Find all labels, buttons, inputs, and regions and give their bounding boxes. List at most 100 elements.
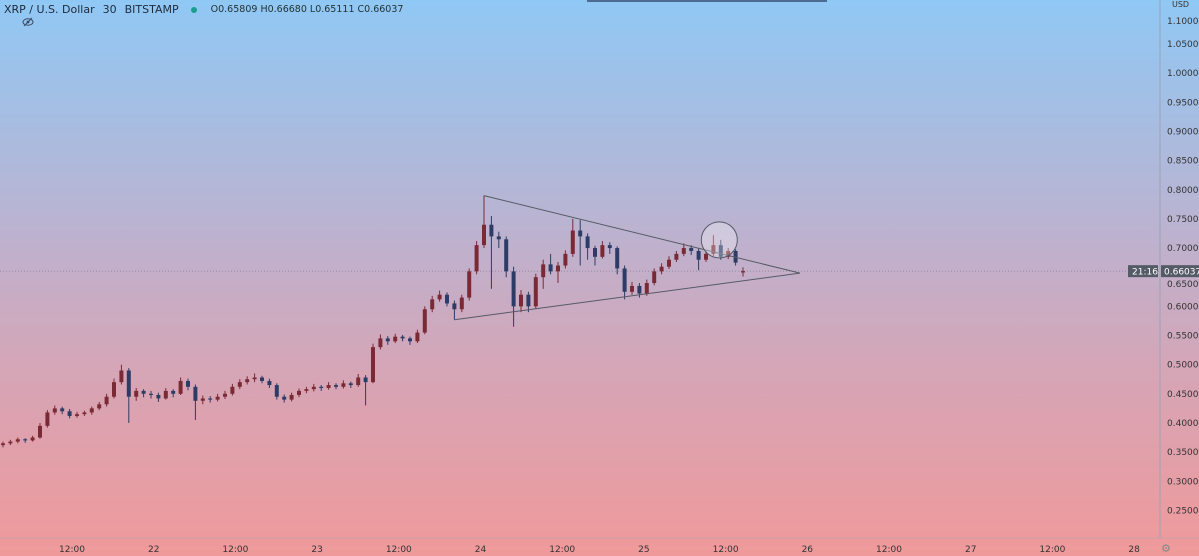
candle-body xyxy=(489,224,494,237)
candle-body xyxy=(718,245,723,257)
candle xyxy=(659,263,664,275)
candle-body xyxy=(459,297,464,310)
candle-body xyxy=(311,386,316,390)
candle-body xyxy=(348,383,353,386)
candle xyxy=(134,387,139,401)
candle xyxy=(252,373,257,383)
candle xyxy=(556,262,560,284)
candle-body xyxy=(681,248,686,254)
candle xyxy=(178,377,183,395)
candle-body xyxy=(393,336,398,342)
market-status-icon xyxy=(190,6,197,13)
time-tick-label: 12:00 xyxy=(713,545,739,555)
candle xyxy=(200,395,205,405)
candle-body xyxy=(696,250,701,260)
candle xyxy=(726,248,731,260)
candle-body xyxy=(245,379,250,383)
settings-gear-icon[interactable]: ⚙ xyxy=(1161,542,1171,555)
candle-body xyxy=(570,230,575,254)
candle xyxy=(415,329,420,344)
candle-body xyxy=(371,347,375,383)
candle xyxy=(548,253,553,275)
countdown-label: 21:16 xyxy=(1132,268,1158,278)
candle xyxy=(400,334,405,342)
time-tick-label: 12:00 xyxy=(549,545,575,555)
candle-body xyxy=(186,380,190,387)
candle-body xyxy=(82,412,87,415)
candle-body xyxy=(304,389,309,391)
candle-body xyxy=(38,425,42,438)
candle xyxy=(304,386,309,394)
candle-body xyxy=(178,380,183,394)
time-tick-label: 12:00 xyxy=(1039,545,1065,555)
time-tick-label: 22 xyxy=(148,545,159,555)
candle-body xyxy=(230,386,235,394)
candle-body xyxy=(741,271,745,273)
candle xyxy=(378,334,383,350)
candle xyxy=(474,241,479,275)
price-tick-label: 1.05000 xyxy=(1167,40,1199,50)
candle xyxy=(119,364,124,385)
candle-body xyxy=(282,396,287,400)
candle xyxy=(430,295,435,313)
candle xyxy=(467,268,472,301)
countdown-badge xyxy=(1128,265,1158,278)
candle-body xyxy=(267,380,272,386)
candle xyxy=(237,379,242,390)
candle xyxy=(667,256,671,270)
candle xyxy=(459,294,464,313)
candle-body xyxy=(733,250,738,263)
candle-body xyxy=(15,439,20,442)
candle-body xyxy=(30,437,35,441)
candle xyxy=(186,378,190,391)
candle-body xyxy=(674,253,679,260)
candle-body xyxy=(326,385,331,388)
candle-body xyxy=(223,393,227,397)
candle-body xyxy=(363,377,368,383)
candle-body xyxy=(208,398,213,400)
candle-body xyxy=(644,283,649,294)
candle xyxy=(208,396,213,403)
eye-off-icon[interactable] xyxy=(22,17,34,30)
candle-body xyxy=(156,394,161,399)
candle xyxy=(348,381,353,388)
candle xyxy=(496,231,501,249)
candle xyxy=(89,406,94,415)
candle xyxy=(149,390,153,399)
triangle-upper-line xyxy=(483,195,801,274)
candle-body xyxy=(496,236,501,240)
symbol-name[interactable]: XRP / U.S. Dollar xyxy=(4,3,95,16)
candle xyxy=(541,259,546,289)
top-toolbar-edge xyxy=(587,0,827,2)
candle-body xyxy=(60,408,65,412)
candle xyxy=(230,383,235,396)
candle xyxy=(326,382,331,390)
candle-body xyxy=(141,390,146,394)
candle-body xyxy=(526,294,531,307)
interval[interactable]: 30 xyxy=(102,3,117,16)
candle xyxy=(156,392,161,402)
candle-body xyxy=(711,245,716,254)
candle-body xyxy=(593,248,597,257)
triangle-lower-line xyxy=(454,272,801,321)
candle-body xyxy=(504,239,509,272)
candle-body xyxy=(607,245,612,249)
candles xyxy=(1,195,745,448)
symbol-header: XRP / U.S. Dollar 30 BITSTAMP O0.65809 H… xyxy=(4,3,403,16)
candle xyxy=(741,267,745,277)
candle xyxy=(385,336,390,345)
candle-body xyxy=(637,285,642,294)
current-price-label: 0.66037 xyxy=(1164,268,1199,278)
candle xyxy=(696,248,701,271)
candle xyxy=(652,268,657,286)
candle xyxy=(408,336,412,345)
drawings xyxy=(454,195,801,321)
time-tick-label: 27 xyxy=(965,545,976,555)
